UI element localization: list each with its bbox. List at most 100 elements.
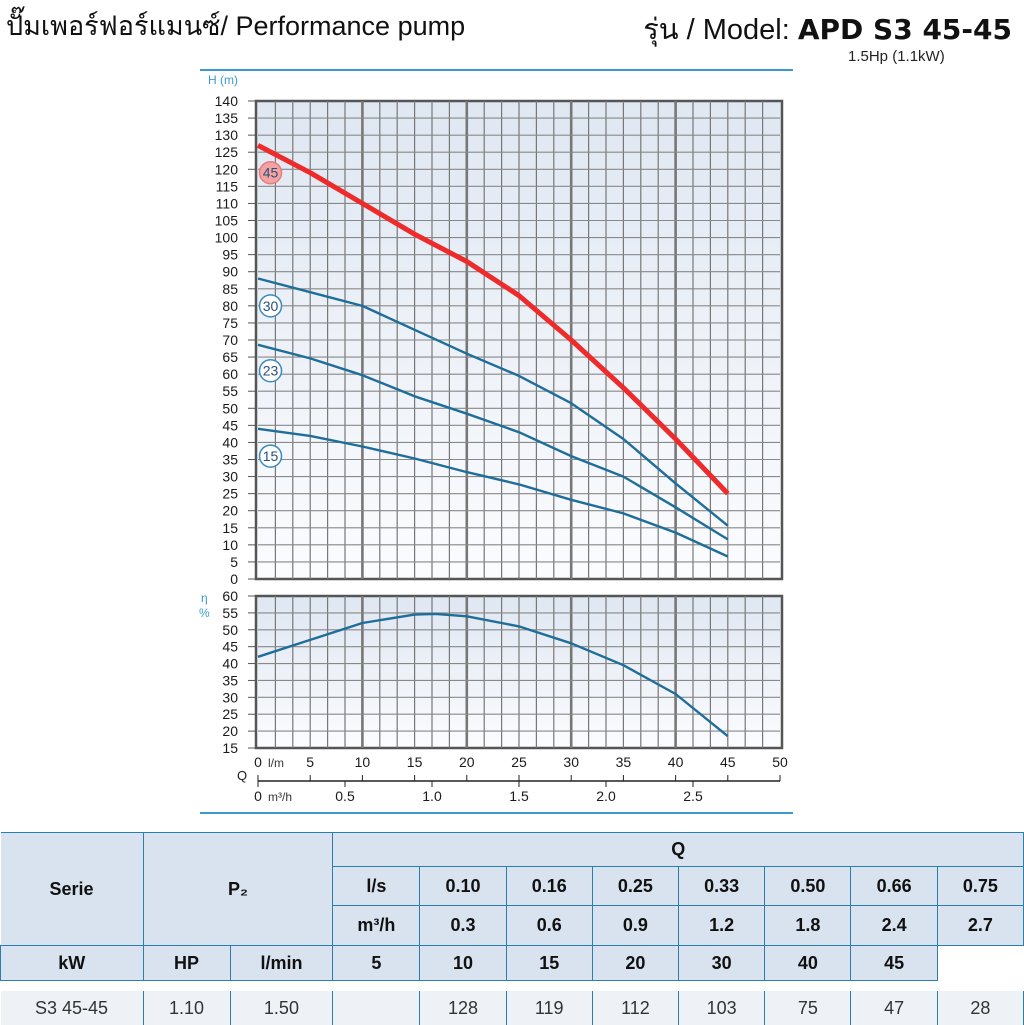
y-tick-label: 70	[222, 332, 238, 348]
y-tick-label: 65	[222, 349, 238, 365]
serie-header: Serie	[1, 833, 144, 946]
row-serie: S3 45-45	[1, 991, 144, 1025]
q-header: Q	[333, 833, 1024, 867]
y-tick-label: 35	[222, 672, 238, 688]
row-empty	[333, 991, 420, 1025]
y-tick-label: 30	[222, 469, 238, 485]
m3h-label: m³/h	[333, 906, 420, 946]
x2-tick-label: 0.5	[335, 788, 355, 804]
y-tick-label: 50	[222, 400, 238, 416]
y-tick-label: 25	[222, 706, 238, 722]
lmin-cell: 30	[679, 946, 765, 981]
y-tick-label: 75	[222, 315, 238, 331]
ls-cell: 0.25	[592, 867, 678, 906]
lmin-cell: 20	[592, 946, 678, 981]
m3h-cell: 1.2	[679, 906, 765, 946]
y-tick-label: 85	[222, 281, 238, 297]
x-tick-label: 0	[254, 754, 262, 770]
lmin-label: l/min	[230, 946, 333, 981]
y-axis-label: H (m)	[208, 73, 238, 87]
y-tick-label: 15	[222, 740, 238, 756]
y-tick-label: 20	[222, 723, 238, 739]
lmin-cell: 45	[851, 946, 937, 981]
x-unit-secondary: m³/h	[268, 790, 292, 804]
x-tick-label: 20	[459, 754, 475, 770]
x-tick-label: 50	[772, 754, 788, 770]
ls-cell: 0.50	[765, 867, 851, 906]
y-tick-label: 35	[222, 452, 238, 468]
head-value-cell: 28	[937, 991, 1023, 1025]
lmin-cell: 15	[506, 946, 592, 981]
p2-header: P₂	[143, 833, 333, 946]
y-tick-label: 45	[222, 639, 238, 655]
q-axis-label: Q	[237, 768, 247, 783]
curve-label: 23	[263, 363, 279, 379]
head-value-cell: 112	[592, 991, 678, 1025]
ls-label: l/s	[333, 867, 420, 906]
y-tick-label: 60	[222, 588, 238, 604]
head-value-cell: 47	[851, 991, 937, 1025]
m3h-cell: 2.4	[851, 906, 937, 946]
ls-cell: 0.16	[506, 867, 592, 906]
x-tick-label: 15	[407, 754, 423, 770]
y-tick-label: 30	[222, 689, 238, 705]
y-tick-label: 45	[222, 417, 238, 433]
x-unit-primary: l/m	[268, 756, 284, 770]
curve-label: 45	[263, 165, 279, 181]
performance-chart: 0510152025303540455055606570758085909510…	[0, 0, 1024, 830]
curve-label: 30	[263, 298, 279, 314]
y-tick-label: 80	[222, 298, 238, 314]
y-tick-label: 10	[222, 537, 238, 553]
y-tick-label: 40	[222, 434, 238, 450]
ls-cell: 0.10	[420, 867, 506, 906]
row-hp: 1.50	[230, 991, 333, 1025]
x-tick-label: 25	[511, 754, 527, 770]
lmin-cell: 5	[333, 946, 420, 981]
y-tick-label: 60	[222, 366, 238, 382]
lmin-cell: 40	[765, 946, 851, 981]
head-value-cell: 75	[765, 991, 851, 1025]
m3h-cell: 0.6	[506, 906, 592, 946]
curve-label: 15	[263, 448, 279, 464]
eta-label: η	[201, 591, 208, 605]
x2-tick-label: 2.0	[596, 788, 616, 804]
m3h-cell: 2.7	[937, 906, 1023, 946]
x-tick-label: 35	[616, 754, 632, 770]
x-tick-label: 40	[668, 754, 684, 770]
y-tick-label: 125	[215, 144, 239, 160]
y-tick-label: 140	[215, 93, 239, 109]
kw-header: kW	[1, 946, 144, 981]
y-tick-label: 55	[222, 383, 238, 399]
percent-label: %	[199, 606, 210, 620]
y-tick-label: 115	[216, 178, 239, 194]
ls-cell: 0.33	[679, 867, 765, 906]
x2-tick-label: 1.5	[509, 788, 529, 804]
m3h-cell: 1.8	[765, 906, 851, 946]
head-value-cell: 119	[506, 991, 592, 1025]
y-tick-label: 130	[215, 127, 239, 143]
y-tick-label: 120	[215, 161, 239, 177]
y-tick-label: 90	[222, 264, 238, 280]
ls-cell: 0.66	[851, 867, 937, 906]
y-tick-label: 105	[215, 213, 239, 229]
y-tick-label: 135	[215, 110, 239, 126]
y-tick-label: 95	[222, 247, 238, 263]
y-tick-label: 0	[230, 571, 238, 587]
head-value-cell: 128	[420, 991, 506, 1025]
y-tick-label: 110	[216, 195, 239, 211]
lmin-cell: 10	[420, 946, 506, 981]
ls-cell: 0.75	[937, 867, 1023, 906]
m3h-cell: 0.3	[420, 906, 506, 946]
y-tick-label: 40	[222, 656, 238, 672]
y-tick-label: 5	[230, 554, 238, 570]
x-tick-label: 5	[306, 754, 314, 770]
x-tick-label: 45	[720, 754, 736, 770]
hp-header: HP	[143, 946, 230, 981]
y-tick-label: 100	[215, 230, 239, 246]
y-tick-label: 55	[222, 605, 238, 621]
x2-tick-label: 1.0	[422, 788, 442, 804]
x2-tick-label: 2.5	[683, 788, 703, 804]
y-tick-label: 25	[222, 486, 238, 502]
